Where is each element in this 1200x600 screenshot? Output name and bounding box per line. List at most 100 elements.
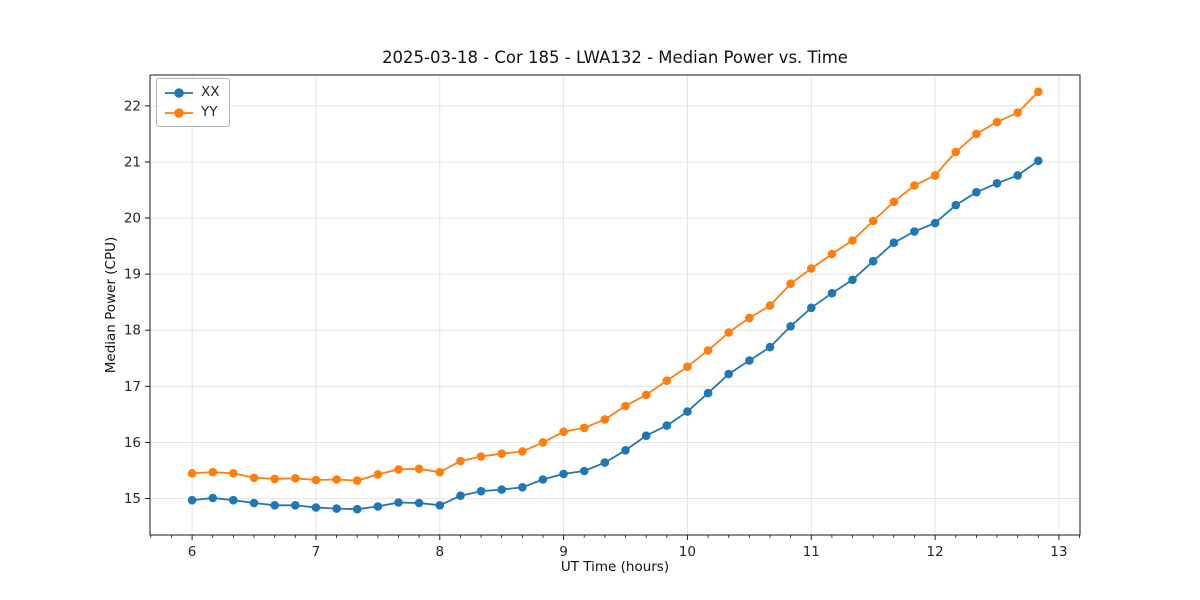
data-point-yy: [414, 464, 424, 474]
legend: XX YY: [156, 78, 230, 127]
data-point-yy: [311, 475, 321, 485]
data-point-xx: [951, 200, 961, 210]
y-tick-label: 20: [124, 211, 141, 227]
y-tick-label: 18: [124, 323, 141, 339]
data-point-yy: [518, 447, 527, 456]
data-point-yy: [580, 423, 589, 433]
data-point-xx: [497, 485, 507, 494]
data-point-xx: [249, 498, 259, 508]
data-point-yy: [435, 467, 445, 477]
data-point-yy: [724, 328, 733, 337]
data-point-yy: [889, 197, 899, 207]
x-tick-label: 13: [1050, 544, 1067, 560]
data-point-yy: [373, 470, 383, 479]
legend-label-xx: XX: [201, 84, 220, 100]
data-point-yy: [208, 467, 218, 477]
data-point-xx: [559, 469, 568, 479]
data-point-xx: [352, 504, 362, 514]
data-point-yy: [352, 476, 362, 485]
data-point-yy: [1034, 87, 1043, 97]
data-point-yy: [497, 449, 507, 459]
legend-line-marker-icon: [165, 87, 193, 98]
data-point-xx: [724, 369, 733, 379]
data-point-yy: [951, 147, 961, 157]
legend-line-marker-icon: [165, 107, 193, 118]
data-point-yy: [910, 181, 919, 190]
data-point-yy: [786, 279, 795, 289]
data-point-xx: [703, 388, 713, 398]
data-point-xx: [972, 187, 981, 197]
x-tick-label: 10: [679, 544, 696, 560]
data-point-yy: [972, 129, 981, 139]
y-tick-label: 15: [124, 491, 141, 507]
data-point-yy: [848, 236, 857, 245]
data-point-yy: [683, 362, 692, 372]
data-point-xx: [187, 495, 197, 505]
data-point-yy: [1013, 108, 1022, 117]
data-point-yy: [249, 473, 259, 483]
data-point-yy: [703, 346, 713, 355]
data-point-yy: [559, 427, 568, 437]
data-point-yy: [600, 415, 610, 424]
data-point-yy: [992, 117, 1002, 127]
data-point-xx: [394, 498, 403, 507]
data-point-yy: [456, 456, 465, 466]
data-point-xx: [745, 356, 754, 365]
data-point-yy: [538, 438, 548, 447]
y-tick-label: 16: [124, 435, 141, 451]
data-point-xx: [641, 431, 651, 441]
data-point-xx: [456, 491, 465, 501]
data-point-xx: [786, 322, 795, 331]
data-point-xx: [765, 342, 775, 352]
data-point-xx: [621, 446, 630, 455]
data-point-xx: [992, 179, 1002, 188]
data-point-xx: [662, 421, 672, 430]
data-point-yy: [187, 469, 197, 478]
data-point-xx: [291, 501, 300, 510]
x-tick-label: 11: [803, 544, 820, 560]
x-tick-label: 8: [436, 544, 445, 560]
y-tick-label: 19: [124, 267, 141, 283]
data-point-xx: [332, 504, 341, 513]
data-point-yy: [745, 313, 754, 323]
data-point-xx: [827, 288, 837, 298]
y-tick-label: 21: [124, 155, 141, 171]
data-point-xx: [373, 502, 383, 511]
data-point-xx: [868, 256, 878, 266]
data-point-xx: [229, 495, 238, 505]
data-point-xx: [683, 407, 692, 416]
legend-item-yy: YY: [164, 104, 220, 121]
data-point-yy: [930, 171, 940, 180]
data-point-xx: [930, 218, 940, 228]
data-point-xx: [889, 238, 899, 247]
data-point-xx: [414, 498, 424, 508]
series-line-xx: [191, 159, 1040, 511]
data-point-xx: [600, 458, 610, 467]
data-point-xx: [518, 483, 527, 492]
data-point-xx: [311, 503, 321, 512]
data-point-xx: [476, 486, 486, 496]
axes-spines: [149, 74, 1081, 536]
data-point-yy: [621, 401, 630, 411]
data-point-yy: [641, 390, 651, 400]
data-point-yy: [868, 216, 878, 226]
x-axis-label: UT Time (hours): [560, 559, 670, 575]
series-line-yy: [191, 90, 1040, 482]
data-point-xx: [435, 501, 445, 510]
legend-label-yy: YY: [201, 104, 218, 120]
data-point-yy: [662, 376, 672, 386]
x-tick-label: 9: [559, 544, 568, 560]
data-point-yy: [827, 249, 837, 259]
data-point-xx: [910, 227, 919, 236]
data-point-xx: [807, 303, 816, 313]
data-point-yy: [394, 465, 403, 474]
data-point-yy: [229, 469, 238, 478]
x-tick-label: 12: [927, 544, 944, 560]
data-point-yy: [291, 474, 300, 483]
data-point-yy: [332, 475, 341, 484]
data-point-xx: [1034, 156, 1043, 166]
data-point-yy: [270, 474, 280, 484]
data-point-yy: [765, 301, 775, 310]
